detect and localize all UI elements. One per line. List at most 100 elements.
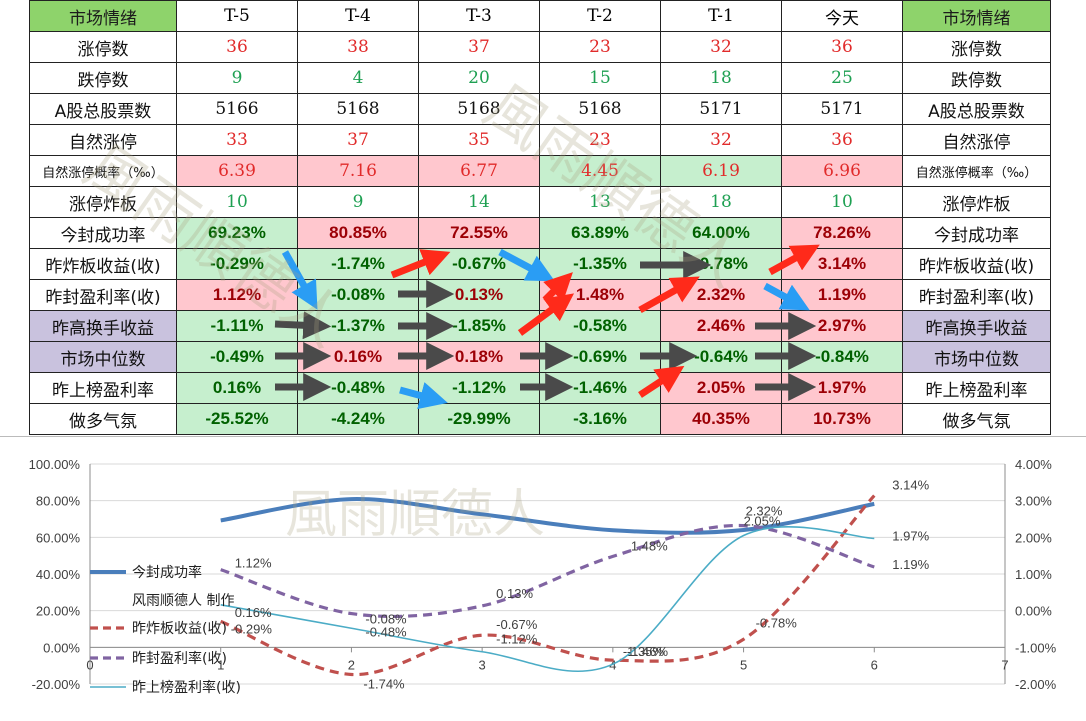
y-right-tick: 4.00% [1015, 457, 1052, 472]
table-row: 昨封盈利率(收) 1.12% -0.08% 0.13% 1.48% 2.32% 1.19% 昨… [29, 279, 1051, 311]
row-label-right: 做多气氛 [902, 403, 1051, 435]
table-header-row: 市场情绪 T-5 T-4 T-3 T-2 T-1 今天 市场情绪 [29, 0, 1051, 32]
y-left-tick: 60.00% [36, 530, 81, 545]
x-tick: 1 [217, 657, 224, 672]
x-tick: 0 [86, 657, 93, 672]
table-cell: 5171 [660, 93, 782, 125]
table-row: 昨高换手收益 -1.11% -1.37% -1.85% -0.58% 2.46% 2.97%… [29, 310, 1051, 342]
data-label: 1.12% [235, 556, 272, 571]
table-cell: 6.19 [660, 155, 782, 187]
table-cell: 37 [418, 31, 540, 63]
table-cell: -0.67% [418, 248, 540, 280]
data-label: -0.78% [756, 615, 798, 630]
row-label-right: 昨高换手收益 [902, 310, 1051, 342]
table-cell: -0.48% [297, 372, 419, 404]
legend-note: 风雨顺德人 制作 [132, 593, 234, 609]
legend-label: 昨上榜盈利率(收) [132, 679, 241, 696]
row-label-right: 昨炸板收益(收) [902, 248, 1051, 280]
table-cell: -0.49% [176, 341, 298, 373]
table-cell: 18 [660, 62, 782, 94]
table-cell: 35 [418, 124, 540, 156]
table-cell: 1.12% [176, 279, 298, 311]
table-cell: 20 [418, 62, 540, 94]
series-line [220, 494, 876, 677]
table-cell: 10 [781, 186, 903, 218]
legend-label: 今封成功率 [132, 564, 202, 581]
data-label: 1.97% [892, 528, 929, 543]
row-label-left: 自然涨停概率（‰） [29, 155, 177, 187]
row-label-right: 昨封盈利率(收) [902, 279, 1051, 311]
table-cell: -1.74% [297, 248, 419, 280]
data-label: -1.74% [363, 676, 405, 691]
table-cell: 25 [781, 62, 903, 94]
table-cell: -3.16% [539, 403, 661, 435]
table-cell: 0.16% [176, 372, 298, 404]
x-tick: 3 [479, 657, 486, 672]
table-row: A股总股票数 5166 5168 5168 5168 5171 5171 A股总股票数 [29, 93, 1051, 125]
table-cell: -0.69% [539, 341, 661, 373]
table-cell: 36 [176, 31, 298, 63]
y-left-tick: -20.00% [32, 677, 81, 692]
table-cell: 6.39 [176, 155, 298, 187]
x-tick: 6 [871, 657, 878, 672]
table-cell: 14 [418, 186, 540, 218]
x-tick: 5 [740, 657, 747, 672]
table-cell: 40.35% [660, 403, 782, 435]
sentiment-sheet: 市场情绪 T-5 T-4 T-3 T-2 T-1 今天 市场情绪 涨停数 36 38 37 23 32 36… [29, 0, 1051, 435]
table-row: 做多气氛 -25.52% -4.24% -29.99% -3.16% 40.35% 10.7… [29, 403, 1051, 435]
table-cell: 1.97% [781, 372, 903, 404]
table-row: 自然涨停 33 37 35 23 32 36 自然涨停 [29, 124, 1051, 156]
table-cell: 0.13% [418, 279, 540, 311]
legend-label: 昨封盈利率(收) [132, 650, 227, 667]
table-cell: -1.85% [418, 310, 540, 342]
table-cell: 4.45 [539, 155, 661, 187]
legend-label: 昨炸板收益(收) [132, 621, 227, 637]
data-label: -0.67% [496, 617, 538, 632]
day-header: T-3 [418, 0, 540, 32]
table-cell: -0.58% [539, 310, 661, 342]
table-cell: -0.64% [660, 341, 782, 373]
table-cell: -1.11% [176, 310, 298, 342]
y-right-tick: 3.00% [1015, 494, 1052, 509]
row-label-right: A股总股票数 [902, 93, 1051, 125]
line-chart: 100.00% 80.00% 60.00% 40.00% 20.00% 0.00% -20.… [0, 436, 1086, 721]
watermark-chart: 風雨順德人 [285, 485, 545, 545]
table-cell: -4.24% [297, 403, 419, 435]
row-label-left: 市场中位数 [29, 341, 177, 373]
row-label-left: 昨封盈利率(收) [29, 279, 177, 311]
series-line [220, 526, 875, 673]
row-label-left: A股总股票数 [29, 93, 177, 125]
row-label-right: 昨上榜盈利率 [902, 372, 1051, 404]
data-label: 2.32% [746, 504, 783, 519]
y-left-tick: 40.00% [36, 567, 81, 582]
row-label-left: 昨炸板收益(收) [29, 248, 177, 280]
row-label-left: 昨高换手收益 [29, 310, 177, 342]
row-label-left: 跌停数 [29, 62, 177, 94]
table-row: 跌停数 9 4 20 15 18 25 跌停数 [29, 62, 1051, 94]
y-right-tick: 2.00% [1015, 530, 1052, 545]
table-cell: 9 [297, 186, 419, 218]
table-cell: -1.12% [418, 372, 540, 404]
table-cell: -1.46% [539, 372, 661, 404]
day-header: T-5 [176, 0, 298, 32]
row-label-left: 自然涨停 [29, 124, 177, 156]
y-right-tick: 1.00% [1015, 567, 1052, 582]
table-row: 昨上榜盈利率 0.16% -0.48% -1.12% -1.46% 2.05% 1.97% 昨… [29, 372, 1051, 404]
row-label-right: 涨停数 [902, 31, 1051, 63]
table-cell: 0.18% [418, 341, 540, 373]
table-cell: 32 [660, 124, 782, 156]
x-tick: 2 [348, 657, 355, 672]
table-cell: 10.73% [781, 403, 903, 435]
row-label-left: 涨停数 [29, 31, 177, 63]
table-cell: 5168 [418, 93, 540, 125]
table-cell: 15 [539, 62, 661, 94]
table-cell: -1.35% [539, 248, 661, 280]
day-header: T-2 [539, 0, 661, 32]
table-cell: 5166 [176, 93, 298, 125]
data-label: 0.13% [496, 586, 533, 601]
table-cell: -0.08% [297, 279, 419, 311]
table-cell: 32 [660, 31, 782, 63]
table-cell: 6.96 [781, 155, 903, 187]
table-cell: 10 [176, 186, 298, 218]
table-cell: 5171 [781, 93, 903, 125]
